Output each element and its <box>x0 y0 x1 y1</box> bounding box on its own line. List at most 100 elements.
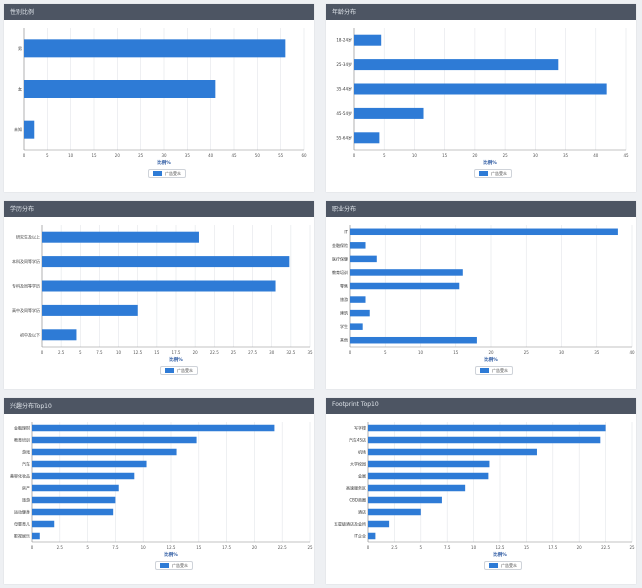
bar[interactable] <box>350 282 460 290</box>
category-label: 医疗保健 <box>332 255 348 261</box>
bar[interactable] <box>354 107 424 119</box>
bar[interactable] <box>32 436 197 444</box>
bar[interactable] <box>354 132 380 144</box>
bar[interactable] <box>354 59 559 71</box>
category-label: 研究生及以上 <box>16 234 40 240</box>
x-tick-label: 50 <box>255 153 261 158</box>
legend[interactable]: 广告受众 <box>474 169 512 178</box>
legend[interactable]: 广告受众 <box>155 561 193 570</box>
x-tick-label: 55 <box>278 153 284 158</box>
bar[interactable] <box>350 323 363 330</box>
bar[interactable] <box>24 120 35 139</box>
x-tick-label: 25 <box>138 153 144 158</box>
legend-label: 广告受众 <box>492 367 508 373</box>
bar[interactable] <box>32 508 114 516</box>
bar[interactable] <box>368 424 606 432</box>
bar[interactable] <box>368 472 489 480</box>
bar[interactable] <box>24 80 216 98</box>
bar[interactable] <box>368 460 490 468</box>
bar[interactable] <box>368 508 421 516</box>
bar[interactable] <box>32 448 177 456</box>
legend[interactable]: 广告受众 <box>484 561 522 570</box>
category-label: 汽车 <box>22 461 30 467</box>
bar[interactable] <box>350 336 477 344</box>
bar[interactable] <box>24 39 286 58</box>
bar[interactable] <box>368 484 466 492</box>
bar[interactable] <box>368 436 601 444</box>
category-label: 五星级酒店及会所 <box>334 521 366 527</box>
panel-title: 年龄分布 <box>332 9 357 16</box>
legend[interactable]: 广告受众 <box>160 366 198 375</box>
x-tick-label: 20 <box>472 153 478 158</box>
x-tick-label: 5 <box>383 153 386 158</box>
bar[interactable] <box>32 424 275 432</box>
bar[interactable] <box>350 242 366 249</box>
legend-swatch <box>153 171 162 176</box>
category-label: 教育培训 <box>14 437 30 443</box>
bar[interactable] <box>42 256 290 268</box>
x-tick-label: 10 <box>68 153 74 158</box>
x-tick-label: 17.5 <box>172 350 181 355</box>
bar[interactable] <box>368 532 376 540</box>
bar[interactable] <box>368 520 390 528</box>
x-tick-label: 12.5 <box>167 545 176 550</box>
bar[interactable] <box>350 269 463 276</box>
category-label: 25-34岁 <box>336 61 352 67</box>
x-tick-label: 20 <box>577 545 583 550</box>
category-label: 写字楼 <box>354 425 366 431</box>
bar[interactable] <box>32 532 40 540</box>
x-tick-label: 25 <box>629 545 635 550</box>
x-tick-label: 35 <box>185 153 191 158</box>
bar[interactable] <box>350 228 618 236</box>
x-tick-label: 5 <box>384 350 387 355</box>
chart-panel-education: 学历分布 0 2.5 5 7.5 10 12.5 15 17.5 20 22.5 25 27.5 30 32… <box>4 201 314 389</box>
x-tick-label: 17.5 <box>222 545 231 550</box>
bar[interactable] <box>32 520 55 528</box>
legend[interactable]: 广告受众 <box>475 366 513 375</box>
bar[interactable] <box>42 304 138 316</box>
x-axis-title: 比例% <box>164 551 178 558</box>
x-tick-label: 0 <box>349 350 352 355</box>
bar-chart: 0 2.5 5 7.5 10 12.5 15 17.5 20 22.5 25 写字楼汽车4S店机场大学… <box>334 422 635 558</box>
category-label: 建筑 <box>340 310 348 316</box>
bar[interactable] <box>350 255 377 263</box>
bar[interactable] <box>350 309 370 317</box>
category-label: 母婴育儿 <box>14 521 30 527</box>
x-tick-label: 35 <box>307 350 313 355</box>
bar[interactable] <box>368 448 537 456</box>
legend-label: 广告受众 <box>177 367 193 373</box>
bar[interactable] <box>350 296 366 303</box>
bar[interactable] <box>32 460 147 468</box>
legend[interactable]: 广告受众 <box>148 169 186 178</box>
x-tick-label: 10 <box>412 153 418 158</box>
chart-panel-occupation: 职业分布 0 5 10 15 20 25 30 35 40 IT 金融保险 医疗保健 教育培训 零售 旅游 建筑… <box>326 201 636 389</box>
category-label: 初中及以下 <box>20 331 40 337</box>
category-label: 机场 <box>358 449 366 455</box>
bar[interactable] <box>42 329 77 341</box>
bar[interactable] <box>42 231 199 243</box>
bar[interactable] <box>354 83 607 95</box>
x-tick-label: 60 <box>301 153 307 158</box>
legend-swatch <box>165 368 174 373</box>
category-label: 本科及同等学历 <box>12 258 40 264</box>
x-tick-label: 30 <box>533 153 539 158</box>
x-tick-label: 7.5 <box>96 350 103 355</box>
bar[interactable] <box>32 496 116 504</box>
category-label: 运动健身 <box>14 509 30 515</box>
bar[interactable] <box>354 34 382 46</box>
legend-label: 广告受众 <box>501 562 517 568</box>
panel-title: 学历分布 <box>10 206 35 213</box>
x-axis-title: 比例% <box>169 356 183 363</box>
bar[interactable] <box>42 280 276 292</box>
x-tick-label: 45 <box>623 153 629 158</box>
x-tick-label: 30 <box>161 153 167 158</box>
x-tick-label: 25 <box>524 350 530 355</box>
panel-title: 性别比例 <box>10 9 35 16</box>
x-tick-label: 25 <box>503 153 509 158</box>
bar[interactable] <box>32 472 135 480</box>
x-tick-label: 0 <box>23 153 26 158</box>
panel-header: 性别比例 <box>4 4 314 20</box>
x-tick-label: 40 <box>629 350 635 355</box>
bar[interactable] <box>368 496 442 504</box>
bar[interactable] <box>32 484 119 492</box>
